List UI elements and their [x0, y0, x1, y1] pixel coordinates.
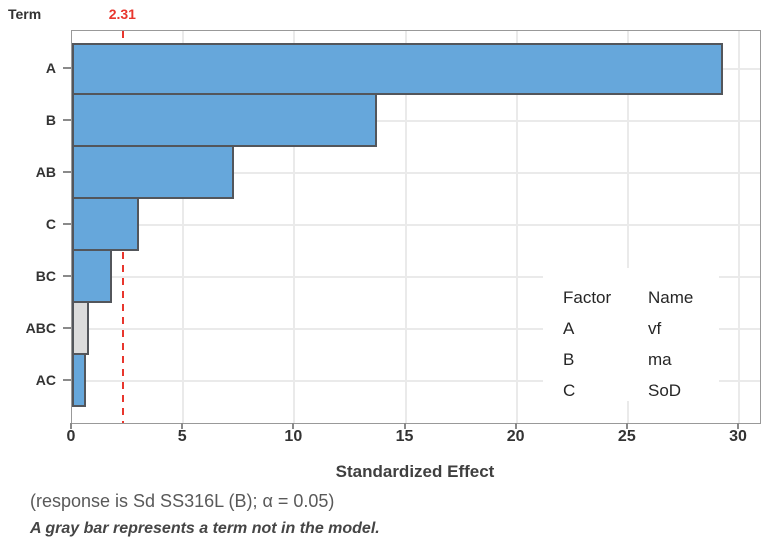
y-tick-mark — [63, 223, 71, 225]
reference-line-label: 2.31 — [108, 6, 136, 22]
term-label-ab: AB — [35, 164, 56, 180]
x-tick-mark — [737, 423, 739, 429]
gridline-horizontal — [72, 328, 760, 330]
legend-factor: A — [563, 319, 575, 338]
chart-footnote: A gray bar represents a term not in the … — [30, 520, 380, 537]
gridline-horizontal — [72, 172, 760, 174]
legend-factor: C — [563, 381, 576, 400]
term-label-bc: BC — [35, 268, 56, 284]
x-tick-label: 5 — [177, 428, 187, 445]
x-tick-mark — [403, 423, 406, 429]
bar-bc — [72, 249, 113, 303]
x-tick-label: 20 — [506, 428, 525, 445]
x-tick-label: 10 — [284, 428, 303, 445]
y-tick-mark — [63, 275, 71, 277]
bar-ab — [72, 145, 235, 199]
bar-c — [72, 197, 139, 251]
term-label-b: B — [45, 112, 56, 128]
term-label-a: A — [45, 60, 56, 76]
x-tick-label: 25 — [617, 428, 636, 445]
chart-subtitle: (response is Sd SS316L (B); α = 0.05) — [30, 491, 335, 511]
y-tick-mark — [63, 327, 71, 329]
bar-abc — [72, 301, 89, 355]
term-label-c: C — [45, 216, 56, 232]
legend-name: SoD — [648, 381, 682, 400]
y-tick-mark — [63, 379, 71, 381]
y-tick-mark — [63, 171, 71, 173]
y-tick-mark — [63, 67, 71, 69]
gridline-horizontal — [72, 224, 760, 226]
gridline-vertical — [626, 31, 629, 423]
gridline-vertical — [293, 31, 296, 423]
legend-factor: B — [563, 350, 575, 369]
gridline-horizontal — [72, 120, 760, 122]
term-label-ac: AC — [35, 372, 56, 388]
x-tick-mark — [292, 423, 295, 429]
gridline-vertical — [515, 31, 518, 423]
bar-b — [72, 93, 377, 147]
x-tick-mark — [514, 423, 517, 429]
gridline-horizontal — [72, 380, 760, 382]
legend-header-factor: Factor — [563, 288, 612, 307]
gridline-horizontal — [72, 276, 760, 278]
legend-header-name: Name — [648, 288, 694, 307]
legend-name: vf — [648, 319, 662, 338]
gridline-vertical — [738, 31, 740, 423]
bar-ac — [72, 353, 87, 407]
x-tick-mark — [70, 423, 72, 429]
x-tick-mark — [625, 423, 628, 429]
x-tick-label: 30 — [729, 428, 747, 445]
x-tick-label: 0 — [66, 428, 76, 445]
legend-name: ma — [648, 350, 672, 369]
gridline-vertical — [404, 31, 407, 423]
gridline-vertical — [182, 31, 185, 423]
bar-a — [72, 43, 724, 95]
x-tick-label: 15 — [395, 428, 414, 445]
y-axis-title: Term — [8, 6, 42, 22]
x-axis-title: Standardized Effect — [335, 462, 495, 481]
term-label-abc: ABC — [25, 320, 56, 336]
y-tick-mark — [63, 119, 71, 121]
x-tick-mark — [181, 423, 184, 429]
